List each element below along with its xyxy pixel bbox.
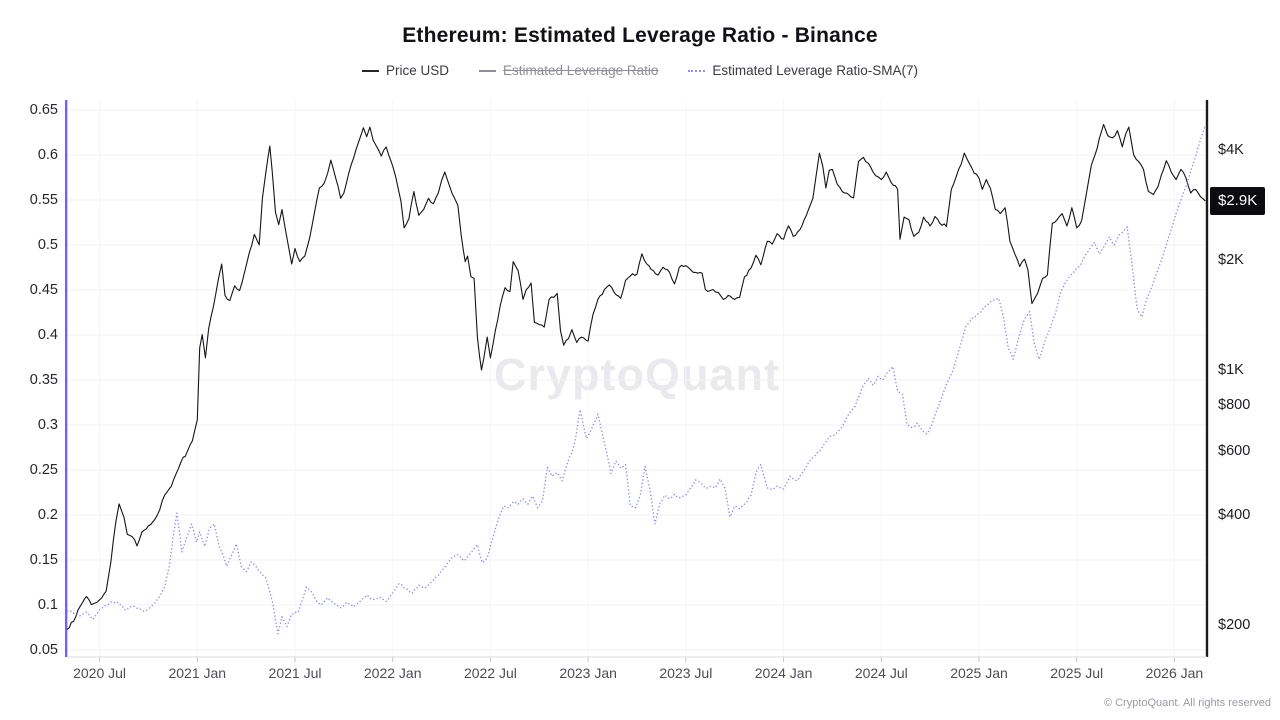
left-axis-tick-label: 0.45 (29, 281, 58, 298)
x-axis-tick-label: 2026 Jan (1145, 665, 1204, 681)
legend: Price USD Estimated Leverage Ratio Estim… (0, 63, 1280, 78)
legend-item-estimated-leverage-ratio[interactable]: Estimated Leverage Ratio (479, 63, 658, 78)
copyright-notice: © CryptoQuant. All rights reserved (1103, 697, 1271, 709)
left-axis-tick-label: 0.3 (37, 416, 58, 433)
x-axis-tick-label: 2021 Jan (168, 665, 227, 681)
x-axis-tick-label: 2024 Jul (854, 665, 908, 681)
right-axis-tick-label: $2K (1218, 252, 1244, 268)
right-axis-tick-label: $400 (1218, 507, 1251, 524)
x-axis-tick-label: 2025 Jan (950, 665, 1008, 681)
page-title: Ethereum: Estimated Leverage Ratio - Bin… (402, 24, 878, 47)
current-price-badge: $2.9K (1210, 187, 1266, 216)
sma-line-swatch-icon (688, 69, 706, 72)
right-axis-tick-label: $600 (1218, 443, 1251, 460)
left-axis-tick-label: 0.65 (29, 101, 58, 118)
right-axis-tick-label: $800 (1218, 397, 1251, 414)
legend-label: Estimated Leverage Ratio-SMA(7) (712, 63, 918, 78)
price-line-swatch-icon (362, 69, 380, 72)
legend-label: Estimated Leverage Ratio (503, 63, 659, 78)
x-axis-tick-label: 2025 Jul (1050, 665, 1104, 681)
left-axis-tick-label: 0.2 (37, 506, 58, 523)
left-axis-tick-label: 0.4 (37, 326, 58, 343)
x-axis-tick-label: 2020 Jul (73, 665, 127, 681)
x-axis-tick-label: 2022 Jan (363, 665, 422, 681)
left-axis-tick-label: 0.05 (29, 641, 58, 658)
right-axis-tick-label: $200 (1218, 617, 1251, 634)
left-axis-tick-label: 0.25 (29, 461, 58, 478)
left-axis-tick-label: 0.15 (29, 551, 58, 568)
right-axis-tick-label: $4K (1218, 142, 1244, 158)
x-axis-tick-label: 2023 Jul (659, 665, 713, 681)
leverage-line-swatch-icon (479, 69, 497, 72)
legend-item-leverage-sma[interactable]: Estimated Leverage Ratio-SMA(7) (688, 63, 918, 78)
price-line-path (66, 123, 1206, 630)
left-axis-tick-label: 0.35 (29, 371, 58, 388)
legend-item-price-usd[interactable]: Price USD (362, 63, 449, 78)
leverage-sma-line-path (66, 125, 1207, 635)
x-axis-tick-label: 2024 Jan (754, 665, 813, 681)
x-axis-tick-label: 2022 Jul (463, 665, 517, 681)
left-axis-tick-label: 0.6 (37, 146, 58, 163)
left-axis-tick-label: 0.5 (37, 236, 58, 253)
left-axis-tick-label: 0.55 (29, 191, 58, 208)
right-axis-tick-label: $1K (1218, 362, 1244, 378)
legend-label: Price USD (386, 63, 450, 78)
x-axis-tick-label: 2021 Jul (268, 665, 322, 681)
left-axis-tick-label: 0.1 (37, 596, 58, 613)
x-axis-tick-label: 2023 Jan (559, 665, 617, 681)
